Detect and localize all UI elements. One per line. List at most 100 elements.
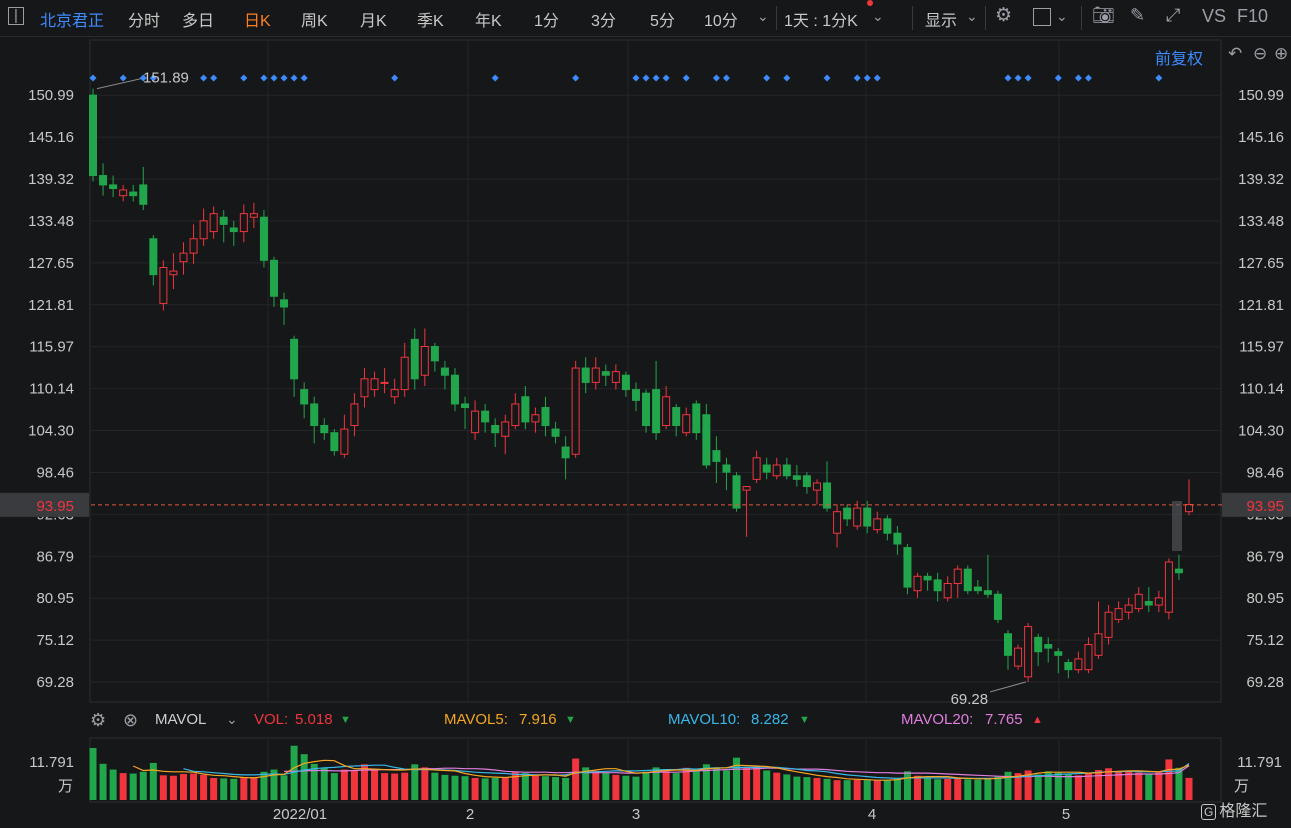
candle-body bbox=[280, 299, 289, 308]
indicator-chevron-icon[interactable]: ⌄ bbox=[226, 711, 238, 727]
period-tab-duori[interactable]: 多日 bbox=[182, 13, 215, 30]
period-tab-5min[interactable]: 5分 bbox=[650, 13, 675, 30]
period-tab-fenshi[interactable]: 分时 bbox=[128, 13, 161, 30]
event-marker-icon bbox=[722, 74, 730, 82]
period-tab-daily-k[interactable]: 日K bbox=[244, 13, 271, 30]
event-marker-icon bbox=[260, 74, 268, 82]
volume-bar bbox=[853, 779, 861, 800]
display-chevron-icon[interactable]: ⌄ bbox=[966, 8, 978, 24]
period-tab-monthly-k[interactable]: 月K bbox=[360, 13, 387, 30]
stock-name[interactable]: 北京君正 bbox=[40, 13, 105, 30]
candle-body bbox=[360, 378, 369, 398]
period-tab-weekly-k[interactable]: 周K bbox=[301, 13, 328, 30]
candle-body bbox=[1044, 644, 1053, 649]
event-marker-icon bbox=[1054, 74, 1062, 82]
indicator-select[interactable]: MAVOL bbox=[155, 711, 207, 728]
close-indicator-icon[interactable]: ⊗ bbox=[123, 710, 139, 730]
candle-body bbox=[1174, 568, 1183, 574]
candle-body bbox=[300, 389, 309, 405]
camera-icon[interactable]: 📷︎ bbox=[1092, 5, 1115, 25]
volume-bar bbox=[360, 764, 368, 800]
volume-axis-unit: 万 bbox=[58, 778, 73, 795]
volume-bar bbox=[1014, 773, 1022, 800]
mavol10-value: 8.282 bbox=[751, 711, 789, 728]
volume-bar bbox=[733, 757, 741, 800]
f10-button[interactable]: F10 bbox=[1237, 6, 1269, 26]
zoom-in-icon[interactable]: ⊕ bbox=[1274, 44, 1289, 63]
event-marker-icon bbox=[823, 74, 831, 82]
event-marker-icon bbox=[139, 74, 147, 82]
candle-body bbox=[1024, 626, 1033, 678]
date-axis: 2022/01 2 3 4 5 bbox=[273, 806, 1070, 823]
layout-chevron-icon[interactable]: ⌄ bbox=[1056, 8, 1068, 24]
price-tick-label: 75.12 bbox=[1246, 632, 1284, 649]
candle-body bbox=[501, 421, 510, 437]
undo-icon[interactable]: ↶ bbox=[1228, 44, 1243, 63]
more-periods-chevron-icon[interactable]: ⌄ bbox=[757, 8, 769, 24]
candle-body bbox=[662, 396, 671, 427]
volume-bar bbox=[773, 772, 781, 800]
candle-body bbox=[631, 389, 640, 401]
settings-gear-icon[interactable]: ⚙ bbox=[995, 5, 1013, 26]
volume-bar bbox=[702, 764, 710, 800]
period-tab-quarterly-k[interactable]: 季K bbox=[417, 13, 444, 30]
pencil-icon[interactable]: ✎ bbox=[1130, 5, 1146, 25]
interval-select[interactable]: 1天 : 1分K bbox=[784, 13, 858, 30]
period-tab-3min[interactable]: 3分 bbox=[591, 13, 616, 30]
grid-lines bbox=[89, 39, 1222, 803]
volume-bar bbox=[260, 771, 268, 800]
adjust-mode-button[interactable]: 前复权 bbox=[1155, 51, 1204, 68]
volume-bar bbox=[813, 777, 821, 800]
event-marker-icon bbox=[652, 74, 660, 82]
gelonghui-logo: G 格隆汇 bbox=[1201, 797, 1267, 821]
candle-body bbox=[471, 410, 480, 434]
candle-body bbox=[420, 346, 429, 376]
volume-bar bbox=[552, 777, 560, 800]
event-marker-icon bbox=[149, 74, 157, 82]
mavol20-up-arrow-icon: ▲ bbox=[1032, 714, 1043, 726]
event-marker-icon bbox=[1024, 74, 1032, 82]
volume-bar bbox=[974, 779, 982, 800]
candle-body bbox=[1074, 658, 1083, 671]
candle-body bbox=[642, 392, 651, 427]
candle-body bbox=[89, 94, 97, 177]
volume-bar bbox=[270, 769, 278, 800]
price-tick-label: 115.97 bbox=[1239, 339, 1284, 356]
low-pointer bbox=[989, 681, 1027, 693]
volume-bar bbox=[230, 778, 238, 800]
vs-compare-button[interactable]: VS bbox=[1202, 6, 1227, 26]
period-tab-yearly-k[interactable]: 年K bbox=[475, 13, 502, 30]
candle-body bbox=[330, 432, 339, 452]
event-marker-icon bbox=[1014, 74, 1022, 82]
period-tab-1min[interactable]: 1分 bbox=[534, 13, 559, 30]
indicator-settings-icon[interactable]: ⚙ bbox=[90, 710, 107, 730]
candle-body bbox=[953, 568, 962, 584]
volume-bar bbox=[320, 767, 328, 800]
volume-bar bbox=[461, 776, 469, 800]
top-toolbar: | 北京君正 分时 多日 日K 周K 月K 季K 年K 1分 3分 5分 10分… bbox=[0, 0, 1291, 37]
period-tab-10min[interactable]: 10分 bbox=[704, 13, 738, 30]
candle-body bbox=[269, 259, 278, 297]
price-tick-label: 69.28 bbox=[36, 674, 74, 691]
candle-body bbox=[1034, 636, 1043, 653]
candle-body bbox=[239, 213, 248, 233]
volume-bar bbox=[421, 767, 429, 800]
display-menu[interactable]: 显示 bbox=[925, 13, 958, 30]
candle-body bbox=[169, 270, 178, 276]
candle-body bbox=[732, 475, 741, 509]
candle-body bbox=[1004, 633, 1013, 656]
price-tick-label: 110.14 bbox=[29, 381, 74, 398]
price-tick-label: 75.12 bbox=[36, 632, 74, 649]
date-axis-label: 4 bbox=[868, 806, 876, 823]
fullscreen-icon[interactable]: ⤢ bbox=[1166, 5, 1181, 25]
sidebar-toggle-icon[interactable]: | bbox=[8, 7, 24, 25]
candle-body bbox=[621, 374, 630, 391]
volume-bar bbox=[1105, 768, 1113, 800]
volume-panel-header: ⚙ ⊗ MAVOL ⌄ VOL: 5.018 ▼ MAVOL5: 7.916 ▼… bbox=[0, 707, 1291, 735]
candle-body bbox=[139, 184, 148, 205]
interval-chevron-icon[interactable]: ⌄ bbox=[872, 8, 884, 24]
zoom-out-icon[interactable]: ⊖ bbox=[1253, 44, 1268, 63]
layout-square-icon[interactable] bbox=[1033, 8, 1051, 26]
volume-bar bbox=[1004, 771, 1012, 800]
